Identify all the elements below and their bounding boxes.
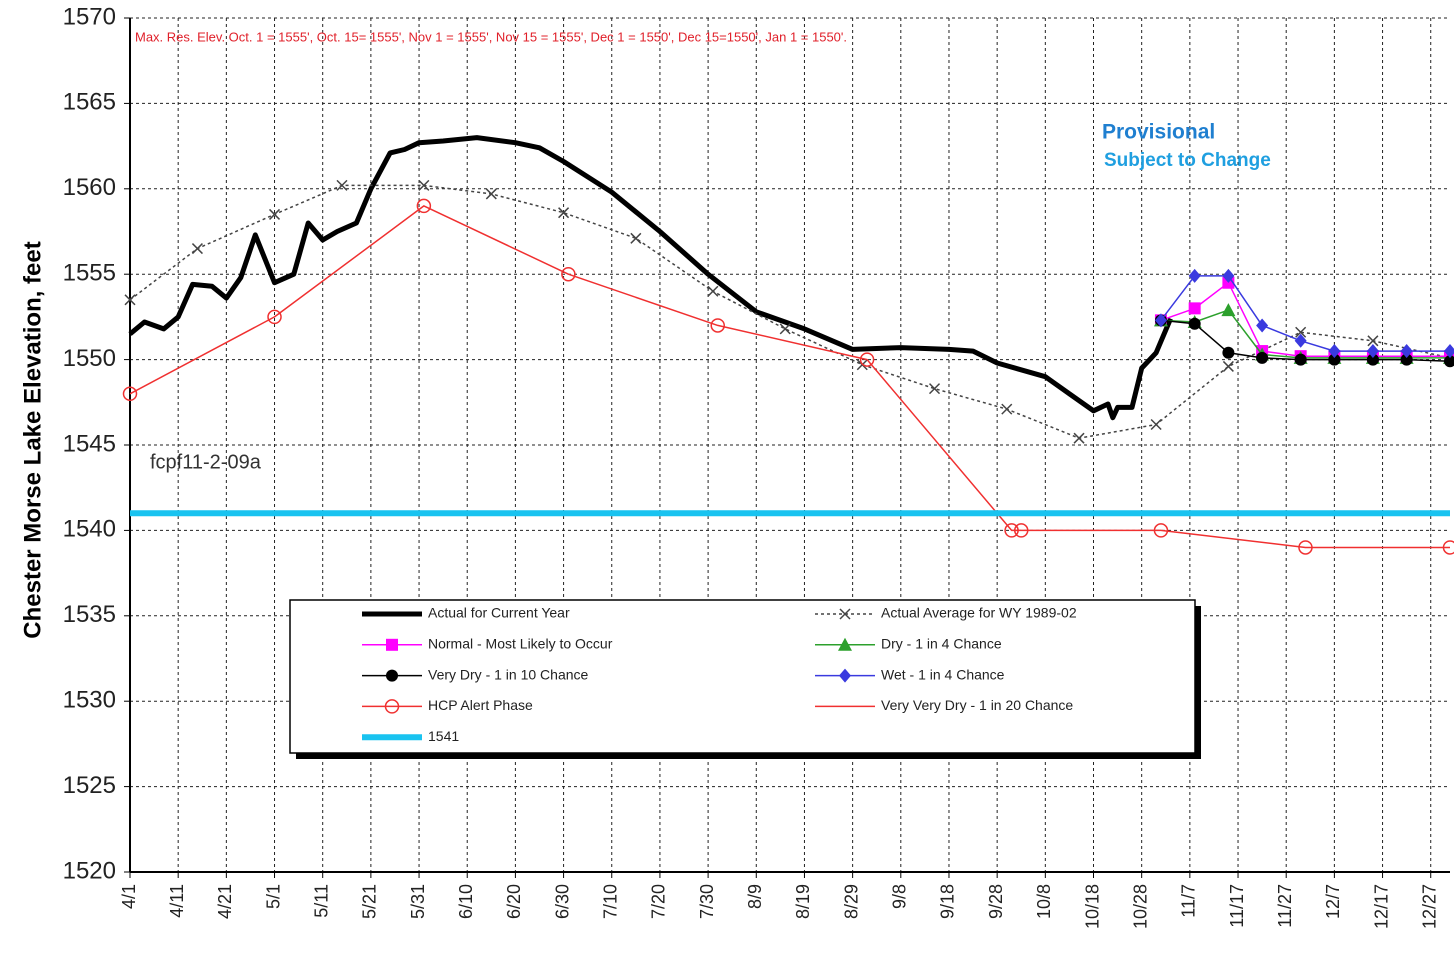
y-axis-label: Chester Morse Lake Elevation, feet: [19, 241, 46, 638]
x-tick-label: 9/28: [986, 884, 1006, 919]
annotation: Max. Res. Elev. Oct. 1 = 1555', Oct. 15=…: [135, 29, 847, 44]
x-tick-label: 10/28: [1130, 884, 1150, 929]
x-tick-label: 6/30: [552, 884, 572, 919]
x-tick-label: 5/21: [360, 884, 380, 919]
x-tick-label: 9/18: [938, 884, 958, 919]
legend: Actual for Current Year Actual Average fo…: [290, 600, 1201, 759]
data-point: [1222, 347, 1234, 359]
x-tick-label: 5/31: [408, 884, 428, 919]
x-tick-label: 12/7: [1323, 884, 1343, 919]
x-tick-label: 11/7: [1179, 884, 1199, 918]
x-tick-label: 8/29: [841, 884, 861, 919]
x-tick-label: 10/18: [1082, 884, 1102, 929]
x-tick-label: 4/11: [167, 884, 187, 918]
data-point: [1295, 354, 1307, 366]
x-tick-label: 11/17: [1227, 884, 1247, 928]
series: [125, 180, 1454, 443]
data-point: [1002, 404, 1012, 414]
y-tick-label: 1555: [63, 260, 116, 287]
legend-label: Normal - Most Likely to Occur: [428, 636, 613, 652]
x-tick-label: 5/1: [263, 884, 283, 909]
legend-label: 1541: [428, 728, 459, 744]
y-tick-label: 1535: [63, 601, 116, 628]
data-point: [708, 286, 718, 296]
x-tick-label: 5/11: [311, 884, 331, 918]
data-point: [780, 324, 790, 334]
legend-label: Wet - 1 in 4 Chance: [881, 666, 1005, 682]
legend-label: Actual for Current Year: [428, 605, 570, 621]
y-tick-label: 1560: [63, 174, 116, 201]
x-tick-label: 12/27: [1419, 884, 1439, 929]
data-point: [1074, 433, 1084, 443]
x-tick-label: 8/9: [745, 884, 765, 909]
y-tick-label: 1530: [63, 687, 116, 714]
data-point: [486, 189, 496, 199]
marker: [386, 639, 398, 651]
annotation: Subject to Change: [1104, 150, 1271, 171]
legend-label: Dry - 1 in 4 Chance: [881, 636, 1002, 652]
legend-label: Very Dry - 1 in 10 Chance: [428, 666, 589, 682]
x-tick-label: 7/10: [601, 884, 621, 919]
data-point: [631, 233, 641, 243]
legend-label: HCP Alert Phase: [428, 697, 533, 713]
data-point: [192, 244, 202, 254]
data-point: [1151, 420, 1161, 430]
x-tick-label: 6/20: [504, 884, 524, 919]
data-point: [1223, 361, 1233, 371]
x-tick-label: 7/30: [697, 884, 717, 919]
y-tick-label: 1520: [63, 857, 116, 884]
x-tick-label: 4/1: [119, 884, 139, 909]
annotation: fcpf11-2-09a: [150, 451, 262, 473]
x-tick-label: 10/8: [1034, 884, 1054, 919]
data-point: [1189, 318, 1201, 330]
legend-label: Actual Average for WY 1989-02: [881, 605, 1077, 621]
y-tick-label: 1525: [63, 772, 116, 799]
x-tick-label: 9/8: [890, 884, 910, 909]
x-tick-label: 11/27: [1275, 884, 1295, 928]
series-line: [130, 138, 1171, 418]
y-tick-label: 1565: [63, 89, 116, 116]
y-tick-label: 1570: [63, 3, 116, 30]
data-point: [930, 384, 940, 394]
x-tick-label: 4/21: [215, 884, 235, 919]
annotation: Provisional: [1102, 121, 1215, 144]
x-tick-label: 7/20: [649, 884, 669, 919]
data-point: [1221, 303, 1235, 316]
marker: [386, 670, 398, 682]
legend-label: Very Very Dry - 1 in 20 Chance: [881, 697, 1073, 713]
x-tick-label: 8/19: [793, 884, 813, 919]
y-tick-label: 1545: [63, 430, 116, 457]
data-point: [1189, 302, 1201, 314]
y-tick-label: 1540: [63, 516, 116, 543]
series-line: [130, 206, 1450, 548]
y-tick-label: 1550: [63, 345, 116, 372]
x-tick-label: 6/10: [456, 884, 476, 919]
data-point: [1256, 352, 1268, 364]
legend-box: [290, 600, 1195, 753]
x-tick-label: 12/17: [1371, 884, 1391, 929]
series: [130, 138, 1171, 418]
